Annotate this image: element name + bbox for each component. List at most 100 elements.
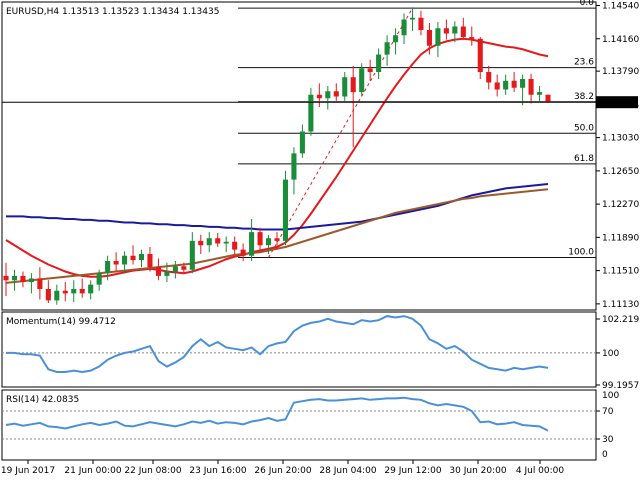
candle-body — [333, 91, 339, 97]
price-tick-label: 1.14540 — [602, 2, 639, 12]
candle[interactable] — [240, 243, 246, 262]
candle[interactable] — [215, 233, 221, 247]
candle-body — [28, 278, 34, 282]
candle-body — [409, 17, 416, 20]
candle[interactable] — [536, 86, 543, 101]
candle[interactable] — [503, 74, 509, 95]
current-price-box — [596, 96, 638, 109]
candle[interactable] — [367, 59, 373, 81]
candle[interactable] — [172, 261, 178, 279]
candle[interactable] — [122, 251, 128, 274]
candle[interactable] — [376, 48, 382, 79]
candle-body — [350, 77, 356, 93]
candle-body — [503, 80, 509, 90]
candle[interactable] — [452, 21, 458, 43]
candle[interactable] — [265, 234, 272, 254]
candle[interactable] — [96, 269, 102, 291]
candle[interactable] — [409, 7, 416, 31]
candle[interactable] — [130, 245, 136, 265]
candle[interactable] — [460, 17, 466, 40]
price-tick-label: 1.13790 — [602, 67, 639, 77]
candle[interactable] — [282, 170, 289, 246]
candle[interactable] — [494, 74, 500, 97]
candle[interactable] — [257, 227, 263, 253]
candlesticks[interactable] — [3, 7, 551, 305]
candle[interactable] — [274, 232, 280, 250]
candle[interactable] — [511, 72, 517, 93]
time-tick-label: 28 Jun 04:00 — [319, 466, 376, 476]
candle-body — [122, 255, 128, 265]
candle[interactable] — [477, 37, 483, 79]
candle[interactable] — [443, 19, 449, 40]
candle[interactable] — [249, 219, 255, 261]
candle[interactable] — [342, 72, 348, 101]
candle[interactable] — [181, 262, 187, 274]
candle[interactable] — [62, 282, 68, 302]
candle[interactable] — [528, 73, 534, 104]
candle[interactable] — [105, 255, 111, 281]
candle-body — [469, 37, 475, 39]
candle[interactable] — [54, 284, 60, 305]
candle[interactable] — [359, 63, 365, 97]
rsi-tick-label: 100 — [602, 391, 619, 401]
candle[interactable] — [520, 74, 526, 106]
candle[interactable] — [299, 124, 305, 158]
candle[interactable] — [384, 35, 390, 66]
candle[interactable] — [333, 83, 339, 101]
candle[interactable] — [426, 23, 432, 55]
candle[interactable] — [20, 271, 26, 288]
rsi-tick-label: 70 — [602, 407, 614, 417]
candle[interactable] — [469, 26, 475, 46]
rsi-tick-label: 0 — [602, 450, 608, 460]
candle[interactable] — [308, 87, 314, 136]
candle[interactable] — [393, 28, 399, 55]
candle-body — [88, 284, 94, 294]
candle-body — [452, 26, 458, 34]
chart-header: EURUSD,H4 1.13513 1.13523 1.13434 1.1343… — [6, 7, 219, 17]
candle[interactable] — [545, 94, 551, 103]
candle[interactable] — [37, 267, 43, 300]
candle-body — [20, 275, 26, 282]
candle[interactable] — [291, 147, 297, 195]
candle[interactable] — [113, 252, 119, 272]
candle[interactable] — [164, 262, 170, 282]
price-tick-label: 1.14160 — [602, 35, 639, 45]
rsi-label: RSI(14) 42.0835 — [6, 395, 79, 405]
candle[interactable] — [138, 249, 145, 268]
candle[interactable] — [232, 236, 238, 255]
rsi-line — [5, 396, 549, 432]
candle-body — [172, 266, 178, 272]
time-tick-label: 30 Jun 20:00 — [449, 466, 506, 476]
candle[interactable] — [155, 258, 161, 281]
time-tick-label: 4 Jul 00:00 — [516, 466, 565, 476]
candle[interactable] — [198, 234, 204, 254]
candle-body — [316, 94, 322, 99]
candle[interactable] — [45, 280, 51, 303]
candle[interactable] — [316, 83, 322, 107]
candle[interactable] — [401, 13, 407, 44]
rsi-indicator: 100 0 70 30 — [2, 391, 619, 460]
candle[interactable] — [189, 232, 195, 274]
momentum-line — [6, 315, 549, 374]
candle[interactable] — [3, 262, 9, 296]
candle[interactable] — [486, 65, 492, 90]
candle-body — [435, 28, 441, 46]
candle[interactable] — [28, 273, 34, 294]
time-tick-label: 19 Jun 2017 — [1, 466, 55, 476]
candle-body — [401, 19, 407, 36]
candle[interactable] — [11, 269, 18, 291]
candle[interactable] — [350, 65, 356, 148]
time-tick-label: 29 Jun 12:00 — [384, 466, 441, 476]
candle-body — [291, 153, 297, 180]
candle[interactable] — [206, 232, 212, 253]
candle[interactable] — [435, 22, 441, 58]
candle[interactable] — [418, 10, 424, 36]
candle[interactable] — [79, 278, 85, 298]
candle[interactable] — [223, 236, 229, 253]
candle-body — [367, 68, 373, 72]
candle[interactable] — [71, 280, 77, 303]
candle[interactable] — [88, 280, 94, 300]
candle[interactable] — [147, 247, 153, 272]
candle[interactable] — [325, 86, 331, 110]
